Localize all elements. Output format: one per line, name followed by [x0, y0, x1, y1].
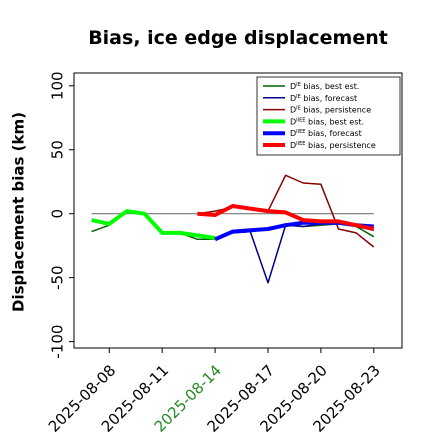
legend-entry-4: DIIEE bias, forecast — [290, 129, 362, 138]
legend-box — [256, 76, 401, 156]
x-ticks: 2025-08-082025-08-112025-08-142025-08-17… — [45, 348, 384, 436]
y-tick-label-0: -100 — [49, 325, 67, 359]
legend-entry-2: DIE bias, persistence — [290, 106, 371, 115]
legend: DIE bias, best est. DIE bias, forecast DIE… — [256, 76, 401, 156]
y-tick-label-2: 0 — [49, 209, 67, 219]
legend-entry-3: DIIEE bias, best est. — [290, 117, 364, 126]
series-layer — [91, 174, 375, 284]
y-tick-label-3: 50 — [49, 140, 67, 159]
legend-entry-0: DIE bias, best est. — [290, 82, 359, 91]
series-line-3 — [91, 209, 216, 240]
y-ticks: -100 -50 0 50 100 — [49, 71, 74, 359]
legend-entry-1: DIE bias, forecast — [290, 94, 357, 103]
plot-frame — [73, 72, 403, 349]
series-line-0 — [91, 210, 375, 241]
legend-entry-5: DIIEE bias, persistence — [290, 141, 376, 150]
y-axis-label: Displacement bias (km) — [10, 112, 28, 312]
y-tick-label-1: -50 — [49, 265, 67, 290]
chart-title: Bias, ice edge displacement — [88, 27, 388, 49]
y-tick-label-4: 100 — [49, 71, 67, 100]
series-line-5 — [197, 204, 375, 231]
